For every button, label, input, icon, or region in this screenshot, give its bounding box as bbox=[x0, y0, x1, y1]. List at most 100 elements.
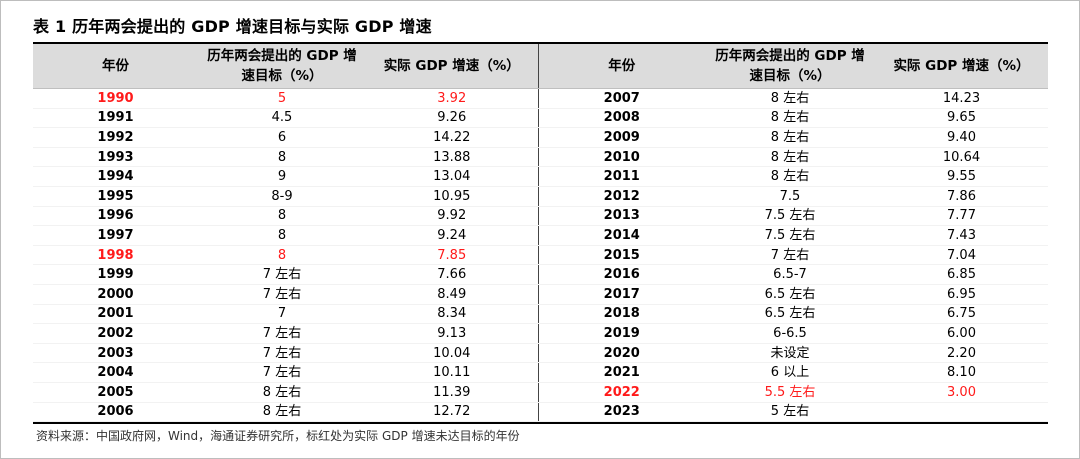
table-row: 2005 8 左右 11.39 2022 5.5 左右 3.00 bbox=[33, 382, 1048, 403]
year-cell: 1997 bbox=[33, 225, 198, 246]
year-cell: 1990 bbox=[33, 88, 198, 109]
year-cell: 2003 bbox=[33, 343, 198, 364]
actual-cell: 6.00 bbox=[875, 323, 1048, 344]
year-cell: 2009 bbox=[538, 127, 705, 148]
target-cell: 未设定 bbox=[705, 343, 875, 364]
target-cell: 6 以上 bbox=[705, 362, 875, 383]
target-cell: 7.5 左右 bbox=[705, 225, 875, 246]
actual-cell: 13.88 bbox=[366, 147, 539, 168]
actual-cell bbox=[875, 402, 1048, 423]
target-cell: 8-9 bbox=[198, 186, 366, 207]
target-cell: 5 左右 bbox=[705, 402, 875, 423]
table-row: 1998 8 7.85 2015 7 左右 7.04 bbox=[33, 245, 1048, 266]
table-row: 1992 6 14.22 2009 8 左右 9.40 bbox=[33, 127, 1048, 148]
table-row: 1991 4.5 9.26 2008 8 左右 9.65 bbox=[33, 108, 1048, 129]
target-cell: 6.5 左右 bbox=[705, 284, 875, 305]
actual-cell: 14.23 bbox=[875, 88, 1048, 109]
table-row: 2000 7 左右 8.49 2017 6.5 左右 6.95 bbox=[33, 284, 1048, 305]
target-cell: 6-6.5 bbox=[705, 323, 875, 344]
header-actual-left: 实际 GDP 增速（%） bbox=[366, 44, 539, 89]
actual-cell: 9.65 bbox=[875, 108, 1048, 129]
year-cell: 1999 bbox=[33, 264, 198, 285]
table-row: 2001 7 8.34 2018 6.5 左右 6.75 bbox=[33, 304, 1048, 325]
year-cell: 1993 bbox=[33, 147, 198, 168]
target-cell: 7.5 左右 bbox=[705, 206, 875, 227]
table-row: 1997 8 9.24 2014 7.5 左右 7.43 bbox=[33, 225, 1048, 246]
target-cell: 8 左右 bbox=[705, 166, 875, 187]
actual-cell: 7.04 bbox=[875, 245, 1048, 266]
year-cell: 2022 bbox=[538, 382, 705, 403]
target-cell: 4.5 bbox=[198, 108, 366, 129]
target-cell: 8 bbox=[198, 147, 366, 168]
bottom-rule bbox=[33, 422, 1048, 424]
year-cell: 2013 bbox=[538, 206, 705, 227]
header-actual-right: 实际 GDP 增速（%） bbox=[875, 44, 1048, 89]
year-cell: 2010 bbox=[538, 147, 705, 168]
year-cell: 2021 bbox=[538, 362, 705, 383]
actual-cell: 9.26 bbox=[366, 108, 539, 129]
header-target-left: 历年两会提出的 GDP 增速目标（%） bbox=[198, 44, 366, 89]
target-cell: 8 左右 bbox=[705, 108, 875, 129]
actual-cell: 6.95 bbox=[875, 284, 1048, 305]
year-cell: 2016 bbox=[538, 264, 705, 285]
year-cell: 2007 bbox=[538, 88, 705, 109]
year-cell: 1994 bbox=[33, 166, 198, 187]
actual-cell: 9.24 bbox=[366, 225, 539, 246]
target-cell: 8 bbox=[198, 206, 366, 227]
actual-cell: 12.72 bbox=[366, 402, 539, 423]
target-cell: 7 左右 bbox=[198, 362, 366, 383]
year-cell: 2017 bbox=[538, 284, 705, 305]
actual-cell: 7.85 bbox=[366, 245, 539, 266]
year-cell: 1991 bbox=[33, 108, 198, 129]
actual-cell: 9.13 bbox=[366, 323, 539, 344]
actual-cell: 14.22 bbox=[366, 127, 539, 148]
table-row: 2004 7 左右 10.11 2021 6 以上 8.10 bbox=[33, 362, 1048, 383]
source-note: 资料来源：中国政府网，Wind，海通证券研究所，标红处为实际 GDP 增速未达目… bbox=[36, 429, 520, 443]
target-cell: 8 左右 bbox=[198, 402, 366, 423]
actual-cell: 10.04 bbox=[366, 343, 539, 364]
header-year-right: 年份 bbox=[538, 44, 705, 89]
year-cell: 2019 bbox=[538, 323, 705, 344]
target-cell: 6.5-7 bbox=[705, 264, 875, 285]
actual-cell: 6.85 bbox=[875, 264, 1048, 285]
actual-cell: 9.92 bbox=[366, 206, 539, 227]
year-cell: 2014 bbox=[538, 225, 705, 246]
target-cell: 7 bbox=[198, 304, 366, 325]
target-cell: 8 bbox=[198, 225, 366, 246]
year-cell: 2020 bbox=[538, 343, 705, 364]
actual-cell: 8.34 bbox=[366, 304, 539, 325]
year-cell: 1996 bbox=[33, 206, 198, 227]
actual-cell: 10.95 bbox=[366, 186, 539, 207]
top-rule bbox=[33, 42, 1048, 44]
target-cell: 7.5 bbox=[705, 186, 875, 207]
target-cell: 8 左右 bbox=[198, 382, 366, 403]
table-title: 表 1 历年两会提出的 GDP 增速目标与实际 GDP 增速 bbox=[33, 17, 432, 36]
target-cell: 7 左右 bbox=[198, 343, 366, 364]
target-cell: 7 左右 bbox=[198, 323, 366, 344]
header-target-right: 历年两会提出的 GDP 增速目标（%） bbox=[705, 44, 875, 89]
year-cell: 2006 bbox=[33, 402, 198, 423]
actual-cell: 7.86 bbox=[875, 186, 1048, 207]
target-cell: 7 左右 bbox=[705, 245, 875, 266]
actual-cell: 3.00 bbox=[875, 382, 1048, 403]
year-cell: 2015 bbox=[538, 245, 705, 266]
header-row: 年份 历年两会提出的 GDP 增速目标（%） 实际 GDP 增速（%） 年份 历… bbox=[33, 44, 1048, 89]
year-cell: 2018 bbox=[538, 304, 705, 325]
target-cell: 7 左右 bbox=[198, 264, 366, 285]
actual-cell: 13.04 bbox=[366, 166, 539, 187]
table-row: 1996 8 9.92 2013 7.5 左右 7.77 bbox=[33, 206, 1048, 227]
year-cell: 1998 bbox=[33, 245, 198, 266]
gdp-table: 年份 历年两会提出的 GDP 增速目标（%） 实际 GDP 增速（%） 年份 历… bbox=[33, 44, 1048, 423]
actual-cell: 9.40 bbox=[875, 127, 1048, 148]
actual-cell: 2.20 bbox=[875, 343, 1048, 364]
table-row: 2006 8 左右 12.72 2023 5 左右 bbox=[33, 402, 1048, 423]
actual-cell: 7.43 bbox=[875, 225, 1048, 246]
table-row: 1999 7 左右 7.66 2016 6.5-7 6.85 bbox=[33, 264, 1048, 285]
year-cell: 2023 bbox=[538, 402, 705, 423]
year-cell: 2008 bbox=[538, 108, 705, 129]
target-cell: 5 bbox=[198, 88, 366, 109]
table-row: 2003 7 左右 10.04 2020 未设定 2.20 bbox=[33, 343, 1048, 364]
target-cell: 6.5 左右 bbox=[705, 304, 875, 325]
table-row: 2002 7 左右 9.13 2019 6-6.5 6.00 bbox=[33, 323, 1048, 344]
target-cell: 8 左右 bbox=[705, 147, 875, 168]
